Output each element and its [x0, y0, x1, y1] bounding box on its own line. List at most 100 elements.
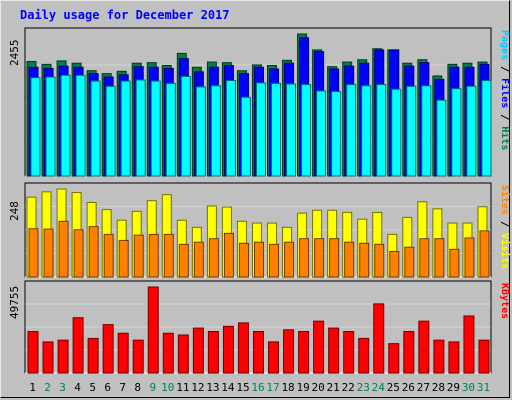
legend-label-2: Sites / Visits — [499, 185, 511, 269]
bar-kbytes-day-25 — [388, 343, 400, 374]
chart-title: Daily usage for December 2017 — [20, 8, 230, 22]
bar-sites-day-12 — [193, 241, 204, 278]
bar-kbytes-day-18 — [283, 329, 295, 374]
x-tick-label-day-19: 19 — [296, 381, 309, 394]
y-max-label-1: 2455 — [8, 40, 21, 67]
bar-pages-day-22 — [346, 84, 357, 177]
bar-kbytes-day-10 — [162, 332, 174, 374]
bar-sites-day-19 — [299, 238, 310, 278]
bar-sites-day-27 — [419, 238, 430, 278]
bar-kbytes-day-16 — [252, 331, 264, 374]
bar-sites-day-28 — [434, 238, 445, 278]
bar-sites-day-23 — [359, 242, 370, 278]
bar-sites-day-31 — [479, 230, 490, 278]
bar-pages-day-2 — [45, 76, 56, 177]
bar-pages-day-5 — [90, 80, 101, 177]
bar-pages-day-20 — [316, 90, 327, 177]
bar-pages-day-10 — [165, 82, 176, 177]
bar-pages-day-18 — [286, 83, 297, 177]
bar-pages-day-1 — [30, 77, 41, 177]
x-tick-label-day-15: 15 — [236, 381, 249, 394]
bar-pages-day-17 — [271, 82, 282, 177]
legend-files: Files — [499, 78, 511, 108]
bar-sites-day-11 — [178, 243, 189, 278]
bar-sites-day-17 — [269, 243, 280, 278]
legend-hits: Hits — [499, 126, 511, 150]
x-tick-label-day-8: 8 — [134, 381, 141, 394]
x-tick-label-day-18: 18 — [281, 381, 294, 394]
bar-kbytes-day-23 — [358, 337, 370, 374]
bar-sites-day-5 — [88, 226, 99, 278]
x-tick-label-day-26: 26 — [402, 381, 415, 394]
legend-pages: Pages — [499, 30, 510, 60]
x-tick-label-day-30: 30 — [462, 381, 475, 394]
bar-sites-day-18 — [284, 241, 295, 278]
bar-kbytes-day-14 — [222, 325, 234, 374]
bar-kbytes-day-2 — [42, 341, 54, 374]
x-tick-label-day-11: 11 — [176, 381, 189, 394]
legend-visits: Visits — [499, 233, 511, 269]
bar-sites-day-7 — [118, 239, 129, 278]
legend-separator: / — [499, 108, 510, 126]
bar-pages-day-13 — [210, 85, 221, 177]
bar-kbytes-day-3 — [57, 339, 69, 374]
bar-pages-day-6 — [105, 85, 116, 177]
x-tick-label-day-31: 31 — [477, 381, 490, 394]
bar-kbytes-day-24 — [373, 303, 385, 374]
bar-kbytes-day-12 — [192, 327, 204, 374]
bar-sites-day-21 — [329, 238, 340, 278]
bar-kbytes-day-15 — [237, 322, 249, 374]
bar-pages-day-26 — [406, 85, 417, 177]
bar-pages-day-28 — [436, 99, 447, 177]
bar-pages-day-9 — [150, 80, 161, 177]
x-tick-label-day-24: 24 — [372, 381, 386, 394]
bar-kbytes-day-11 — [177, 334, 189, 374]
bar-sites-day-30 — [464, 237, 475, 278]
x-tick-label-day-6: 6 — [104, 381, 111, 394]
legend-label-3: KBytes — [499, 283, 510, 319]
bar-sites-day-22 — [344, 241, 355, 278]
bar-sites-day-24 — [374, 243, 385, 278]
x-tick-label-day-5: 5 — [89, 381, 96, 394]
bar-sites-day-2 — [43, 228, 54, 278]
bar-pages-day-14 — [225, 80, 236, 177]
x-tick-label-day-22: 22 — [342, 381, 355, 394]
bar-kbytes-day-20 — [313, 320, 325, 374]
bar-kbytes-day-1 — [27, 331, 39, 374]
bar-sites-day-14 — [223, 232, 234, 278]
x-tick-label-day-25: 25 — [387, 381, 400, 394]
bar-sites-day-6 — [103, 233, 114, 278]
x-tick-label-day-21: 21 — [327, 381, 340, 394]
bar-pages-day-27 — [421, 85, 432, 177]
x-tick-label-day-16: 16 — [251, 381, 264, 394]
bar-sites-day-25 — [389, 250, 400, 278]
x-tick-label-day-7: 7 — [119, 381, 126, 394]
bar-sites-day-15 — [238, 242, 249, 278]
bar-pages-day-12 — [195, 86, 206, 177]
bar-kbytes-day-9 — [147, 286, 159, 374]
bar-pages-day-19 — [301, 84, 312, 177]
bar-pages-day-7 — [120, 80, 131, 177]
bar-pages-day-24 — [376, 84, 387, 177]
bar-kbytes-day-31 — [478, 339, 490, 374]
bar-kbytes-day-6 — [102, 324, 114, 374]
y-max-label-2: 248 — [8, 201, 21, 221]
x-tick-label-day-29: 29 — [447, 381, 460, 394]
x-tick-label-day-20: 20 — [312, 381, 325, 394]
x-tick-label-day-27: 27 — [417, 381, 430, 394]
bar-sites-day-10 — [163, 233, 174, 278]
bar-sites-day-9 — [148, 233, 159, 278]
bar-pages-day-11 — [180, 76, 191, 177]
bar-kbytes-day-17 — [268, 341, 280, 374]
x-tick-label-day-2: 2 — [44, 381, 51, 394]
bar-pages-day-23 — [361, 85, 372, 177]
bar-sites-day-8 — [133, 234, 144, 278]
x-tick-label-day-13: 13 — [206, 381, 219, 394]
bar-kbytes-day-26 — [403, 331, 415, 374]
bar-pages-day-29 — [451, 88, 462, 177]
x-tick-label-day-10: 10 — [161, 381, 174, 394]
x-tick-label-day-14: 14 — [221, 381, 235, 394]
x-tick-label-day-17: 17 — [266, 381, 279, 394]
bar-pages-day-30 — [466, 85, 477, 177]
